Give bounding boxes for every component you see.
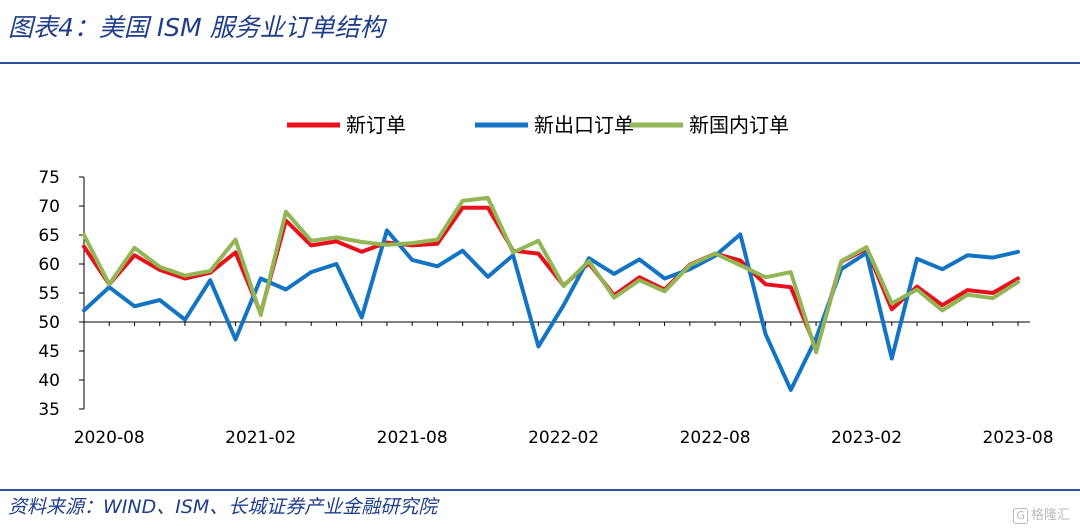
watermark-text: 格隆汇 <box>1030 508 1070 523</box>
y-tick-label: 35 <box>38 400 60 420</box>
footer-divider <box>0 489 1080 491</box>
watermark: G 格隆汇 <box>1013 504 1070 524</box>
chart-legend: 新订单 新出口订单 新国内订单 <box>287 113 789 137</box>
series-line-1 <box>82 228 1020 392</box>
y-axis: 35 40 45 50 55 60 65 70 75 <box>38 168 85 420</box>
y-tick-label: 75 <box>38 168 60 188</box>
legend-label-0: 新订单 <box>346 113 406 137</box>
y-tick-label: 60 <box>38 255 60 275</box>
line-chart: 新订单 新出口订单 新国内订单 35 40 45 50 55 60 65 70 75 2020-08… <box>38 113 1054 448</box>
series-layer <box>82 195 1020 392</box>
x-tick-label: 2022-02 <box>528 428 599 448</box>
y-tick-label: 40 <box>38 371 60 391</box>
series-line-2 <box>82 195 1020 355</box>
x-tick-label: 2023-08 <box>982 428 1053 448</box>
y-tick-label: 65 <box>38 226 60 246</box>
x-tick-label: 2021-08 <box>377 428 448 448</box>
y-tick-label: 45 <box>38 342 60 362</box>
x-tick-label: 2021-02 <box>225 428 296 448</box>
y-tick-label: 70 <box>38 197 60 217</box>
x-tick-label: 2023-02 <box>831 428 902 448</box>
y-tick-label: 50 <box>38 313 60 333</box>
watermark-logo-icon: G <box>1013 508 1028 524</box>
header-divider <box>0 62 1080 64</box>
page-title: 图表4：美国 ISM 服务业订单结构 <box>8 13 385 42</box>
legend-label-1: 新出口订单 <box>534 113 634 137</box>
x-tick-label: 2022-08 <box>680 428 751 448</box>
y-tick-label: 55 <box>38 284 60 304</box>
x-tick-label: 2020-08 <box>74 428 145 448</box>
source-note: 资料来源：WIND、ISM、长城证券产业金融研究院 <box>8 496 438 518</box>
legend-label-2: 新国内订单 <box>689 113 789 137</box>
x-axis: 2020-08 2021-02 2021-08 2022-02 2022-08 2023-… <box>74 321 1054 448</box>
